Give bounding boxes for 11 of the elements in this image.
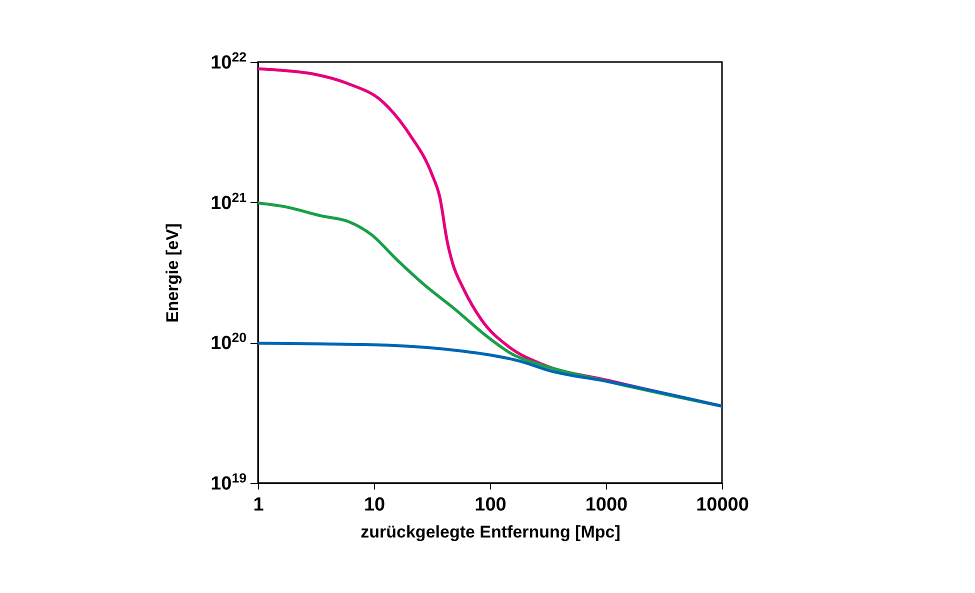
y-tick-label: 10$^{22}$ (210, 49, 246, 74)
x-tick-label: 10000 (696, 494, 749, 516)
y-tick-label: 10$^{21}$ (210, 189, 248, 214)
x-tick-label: 1 (253, 494, 264, 516)
y-tick-label: 10$^{19}$ (210, 470, 246, 494)
y-axis-title: Energie [eV] (163, 223, 182, 323)
x-axis-title: zurückgelegte Entfernung [Mpc] (360, 522, 620, 542)
x-tick-label: 1000 (585, 494, 628, 516)
x-tick-label: 100 (474, 494, 506, 516)
x-tick-label: 10 (364, 494, 386, 516)
y-tick-label: 10$^{20}$ (210, 330, 246, 354)
